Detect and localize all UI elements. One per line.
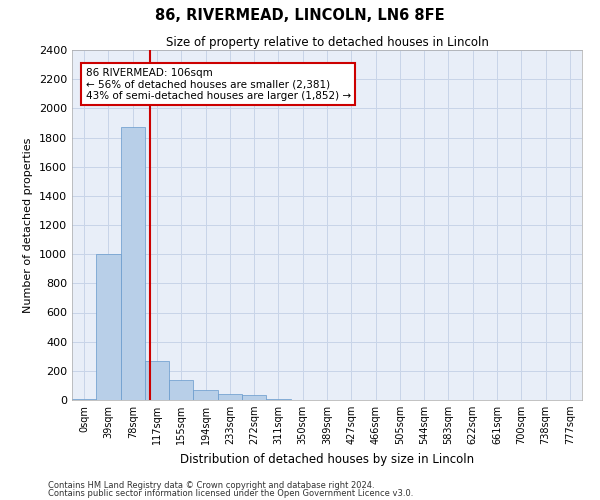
Title: Size of property relative to detached houses in Lincoln: Size of property relative to detached ho… bbox=[166, 36, 488, 49]
Y-axis label: Number of detached properties: Number of detached properties bbox=[23, 138, 34, 312]
X-axis label: Distribution of detached houses by size in Lincoln: Distribution of detached houses by size … bbox=[180, 452, 474, 466]
Bar bbox=[218, 394, 242, 400]
Bar bbox=[121, 128, 145, 400]
Bar bbox=[145, 360, 169, 400]
Text: 86 RIVERMEAD: 106sqm
← 56% of detached houses are smaller (2,381)
43% of semi-de: 86 RIVERMEAD: 106sqm ← 56% of detached h… bbox=[86, 68, 351, 100]
Text: 86, RIVERMEAD, LINCOLN, LN6 8FE: 86, RIVERMEAD, LINCOLN, LN6 8FE bbox=[155, 8, 445, 22]
Bar bbox=[242, 395, 266, 400]
Bar bbox=[193, 390, 218, 400]
Text: Contains HM Land Registry data © Crown copyright and database right 2024.: Contains HM Land Registry data © Crown c… bbox=[48, 480, 374, 490]
Bar bbox=[72, 398, 96, 400]
Bar bbox=[169, 380, 193, 400]
Text: Contains public sector information licensed under the Open Government Licence v3: Contains public sector information licen… bbox=[48, 489, 413, 498]
Bar bbox=[96, 254, 121, 400]
